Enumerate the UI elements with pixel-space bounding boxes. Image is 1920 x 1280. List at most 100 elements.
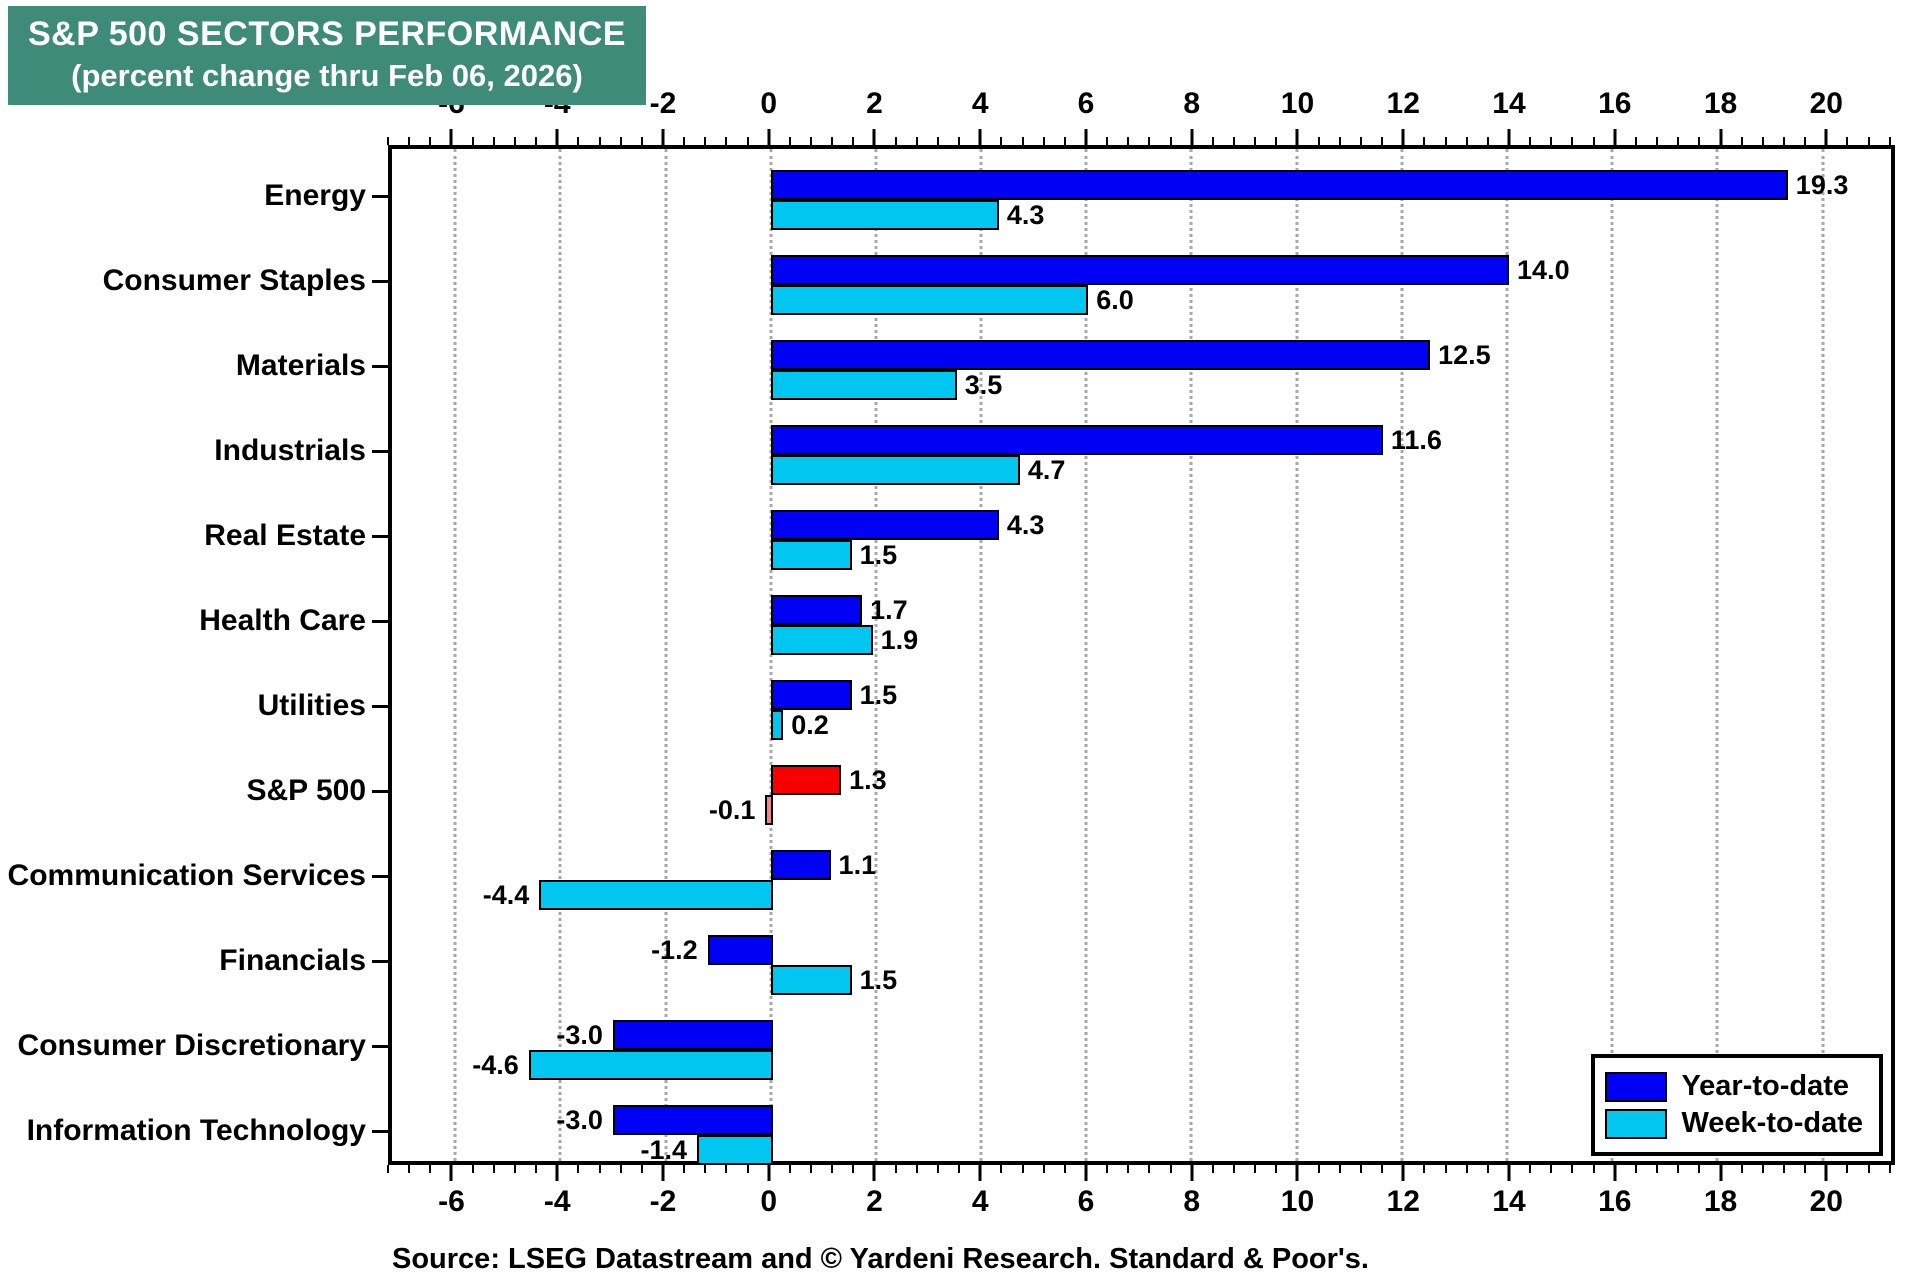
minor-tick-5.2	[1042, 1165, 1045, 1173]
category-label-materials: Materials	[235, 349, 366, 382]
value-label-wtd-utilities: 0.2	[791, 710, 829, 740]
category-label-consumer-discretionary: Consumer Discretionary	[17, 1029, 366, 1062]
top-axis-label-8: 8	[1183, 87, 1201, 120]
bar-ytd-s-p-500	[770, 765, 842, 795]
minor-tick-6.4	[1106, 137, 1109, 145]
gridline-10	[1295, 149, 1299, 1161]
bar-ytd-materials	[770, 340, 1431, 370]
bar-ytd-consumer-staples	[770, 255, 1510, 285]
minor-tick-6.4	[1106, 1165, 1109, 1173]
major-tick--6.0	[449, 1165, 453, 1181]
category-label-utilities: Utilities	[257, 689, 366, 722]
top-axis-label-12: 12	[1386, 87, 1420, 120]
bar-ytd-health-care	[770, 595, 863, 625]
major-tick-18.0	[1719, 1165, 1722, 1181]
category-label-health-care: Health Care	[199, 604, 366, 637]
source-note: Source: LSEG Datastream and © Yardeni Re…	[392, 1243, 1369, 1275]
bottom-axis-label-20: 20	[1809, 1185, 1843, 1218]
bar-wtd-consumer-discretionary	[528, 1050, 773, 1080]
gridline-12	[1400, 149, 1404, 1161]
category-tick-materials	[372, 365, 388, 368]
value-label-ytd-health-care: 1.7	[870, 595, 908, 625]
minor-tick-2.8	[915, 1165, 918, 1173]
minor-tick-14.8	[1550, 1165, 1553, 1173]
bar-ytd-communication-services	[770, 850, 831, 880]
minor-tick-9.6	[1275, 137, 1278, 145]
legend-label-week-to-date: Week-to-date	[1681, 1107, 1863, 1139]
value-label-ytd-energy: 19.3	[1795, 170, 1849, 200]
minor-tick--4.4	[535, 1165, 538, 1173]
minor-tick-1.2	[831, 137, 834, 145]
minor-tick--1.2	[704, 1165, 707, 1173]
bar-wtd-utilities	[770, 710, 784, 740]
major-tick-2.0	[872, 129, 876, 145]
minor-tick--6.4	[429, 1165, 432, 1173]
minor-tick-6.8	[1127, 137, 1130, 145]
minor-tick--0.8	[725, 137, 728, 145]
bottom-axis-label--2: -2	[649, 1185, 677, 1218]
value-label-wtd-materials: 3.5	[964, 370, 1003, 400]
major-tick-6.0	[1084, 1165, 1088, 1181]
minor-tick-12.8	[1444, 1165, 1447, 1173]
value-label-wtd-communication-services: -4.4	[482, 880, 530, 910]
major-tick-20.0	[1824, 129, 1828, 145]
bottom-axis-label-6: 6	[1077, 1185, 1095, 1218]
minor-tick-11.6	[1381, 137, 1384, 145]
minor-tick-4.4	[1000, 1165, 1003, 1173]
major-tick-4.0	[978, 129, 982, 145]
minor-tick-13.6	[1486, 1165, 1489, 1173]
minor-tick--5.2	[492, 1165, 495, 1173]
category-label-consumer-staples: Consumer Staples	[102, 264, 366, 297]
top-axis-label-0: 0	[760, 87, 778, 120]
bottom-axis-label-12: 12	[1386, 1185, 1420, 1218]
minor-tick-3.6	[958, 1165, 961, 1173]
bottom-axis-label-2: 2	[866, 1185, 883, 1218]
major-tick-14.0	[1507, 129, 1511, 145]
minor-tick-20.4	[1846, 1165, 1849, 1173]
major-tick-0.0	[767, 129, 771, 145]
minor-tick-3.6	[958, 137, 961, 145]
minor-tick--2.8	[619, 1165, 622, 1173]
minor-tick--3.6	[577, 137, 580, 145]
major-tick-10.0	[1295, 129, 1299, 145]
category-label-s-p-500: S&P 500	[246, 774, 366, 807]
minor-tick--7.2	[387, 137, 389, 145]
category-tick-health-care	[372, 620, 388, 623]
bottom-axis-label-4: 4	[971, 1185, 989, 1218]
minor-tick--4.8	[513, 1165, 516, 1173]
gridline-16	[1610, 149, 1614, 1161]
major-tick-12.0	[1401, 1165, 1405, 1181]
bar-ytd-consumer-discretionary	[612, 1020, 773, 1050]
minor-tick-9.2	[1254, 137, 1257, 145]
minor-tick--6.8	[408, 1165, 411, 1173]
value-label-wtd-real-estate: 1.5	[859, 540, 898, 570]
value-label-wtd-consumer-staples: 6.0	[1096, 285, 1134, 315]
bar-wtd-industrials	[770, 455, 1020, 485]
minor-tick-11.2	[1359, 1165, 1362, 1173]
minor-tick-19.2	[1782, 1165, 1785, 1173]
value-label-ytd-communication-services: 1.1	[838, 850, 877, 880]
bar-wtd-health-care	[770, 625, 873, 655]
minor-tick-10.8	[1338, 1165, 1341, 1173]
major-tick--2.0	[661, 1165, 665, 1181]
minor-tick-13.2	[1465, 1165, 1468, 1173]
top-axis-label-16: 16	[1598, 87, 1632, 120]
major-tick-20.0	[1824, 1165, 1828, 1181]
top-axis-label-14: 14	[1492, 87, 1526, 120]
minor-tick-15.2	[1571, 1165, 1574, 1173]
category-label-real-estate: Real Estate	[204, 519, 366, 552]
bottom-axis-label-8: 8	[1183, 1185, 1201, 1218]
minor-tick-10.4	[1317, 137, 1320, 145]
minor-tick-4.8	[1021, 137, 1024, 145]
minor-tick--4.4	[535, 137, 538, 145]
value-label-ytd-financials: -1.2	[651, 935, 698, 965]
bottom-axis-label-10: 10	[1280, 1185, 1315, 1218]
plot-inner: 19.3 4.3 14.0 6.0 12.5 3.5 11.6 4.7 4.3 1.5 1.7 1.9…	[392, 149, 1891, 1165]
major-tick-8.0	[1190, 1165, 1194, 1181]
minor-tick-8.4	[1211, 137, 1214, 145]
value-label-ytd-utilities: 1.5	[859, 680, 898, 710]
minor-tick-1.6	[852, 137, 855, 145]
minor-tick--2.4	[640, 1165, 643, 1173]
